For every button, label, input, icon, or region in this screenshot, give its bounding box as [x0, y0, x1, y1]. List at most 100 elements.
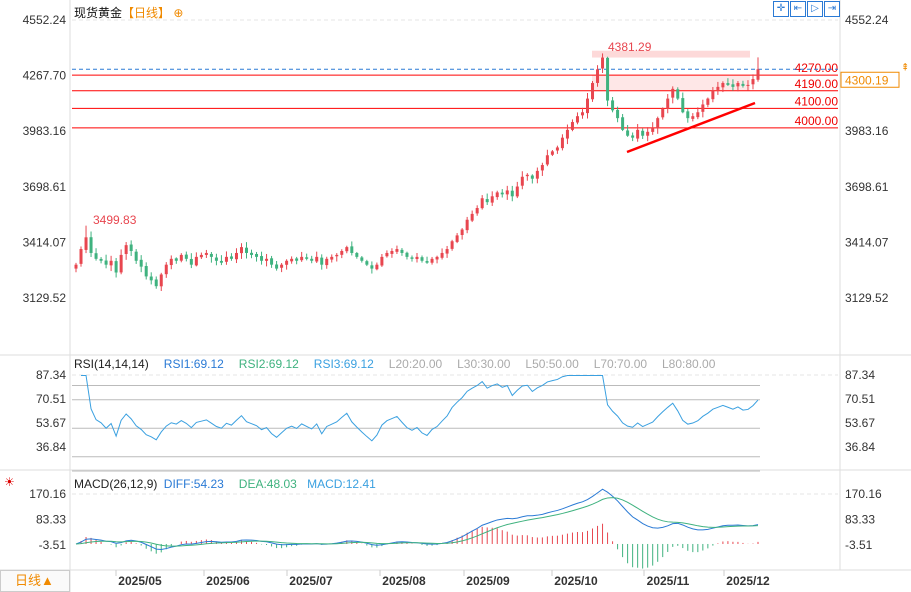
indicator-settings-icon[interactable]: ☀	[4, 475, 15, 489]
current-price-arrow-icon: ⇞	[901, 62, 909, 73]
candle	[525, 173, 529, 181]
candle-body	[179, 254, 183, 261]
candle	[194, 252, 198, 267]
candle-body	[214, 257, 218, 261]
right-price-tick: 3129.52	[845, 291, 889, 305]
candle	[79, 246, 83, 267]
candle	[255, 251, 259, 262]
candle-body	[255, 253, 259, 257]
candle	[455, 233, 459, 244]
candle-body	[94, 253, 98, 259]
candle	[450, 239, 454, 251]
candle-body	[570, 122, 574, 130]
candle-body	[586, 98, 589, 114]
candle	[325, 256, 329, 269]
candle	[285, 259, 289, 270]
candle	[510, 185, 514, 202]
goto-latest-icon[interactable]: ⇥	[824, 1, 840, 17]
candle-body	[305, 257, 309, 259]
macd-left-tick: 170.16	[29, 487, 66, 501]
candle	[736, 81, 740, 92]
candle-body	[495, 192, 499, 198]
candle-body	[631, 135, 635, 138]
candle-body	[510, 190, 514, 197]
rsi-legend: RSI2:69.12	[239, 357, 299, 371]
candle	[350, 241, 354, 256]
candle-body	[420, 257, 424, 261]
candle	[375, 262, 379, 271]
candle	[280, 263, 284, 273]
candle	[661, 107, 665, 120]
candle	[390, 248, 394, 258]
crosshair-plus-icon[interactable]: ⊕	[173, 6, 184, 20]
trend-line	[626, 101, 756, 154]
candle-body	[219, 260, 223, 263]
candle	[380, 253, 384, 267]
candle-body	[641, 130, 645, 136]
candle-body	[74, 264, 78, 269]
x-axis-label: 2025/09	[466, 574, 510, 588]
candle-body	[239, 247, 243, 254]
period-label[interactable]: 【日线】	[122, 6, 171, 20]
candle	[696, 107, 700, 120]
candle	[731, 79, 735, 91]
candle	[691, 113, 695, 122]
candle-body	[199, 254, 203, 258]
candle-body	[691, 116, 695, 119]
candle	[555, 145, 559, 154]
candle-body	[174, 258, 178, 261]
candle-body	[285, 260, 289, 265]
candle	[265, 253, 269, 267]
high-annotation: 4381.29	[608, 40, 652, 54]
candle	[209, 251, 213, 263]
rsi-legend: RSI3:69.12	[314, 357, 374, 371]
candle-body	[260, 256, 264, 261]
candle	[545, 149, 549, 167]
candle	[355, 251, 359, 259]
candle	[290, 256, 294, 264]
candle	[666, 94, 670, 114]
candle	[410, 255, 414, 262]
macd-diff-line	[75, 488, 759, 550]
candle	[706, 97, 710, 108]
macd-right-tick: 170.16	[845, 487, 882, 501]
candle	[721, 81, 725, 93]
crosshair-icon[interactable]: ✛	[773, 1, 789, 17]
left-price-tick: 3414.07	[23, 235, 67, 249]
candle	[139, 255, 143, 273]
candle-body	[385, 252, 389, 257]
zoom-range-icon[interactable]: ⇤	[790, 1, 806, 17]
resistance-zone	[592, 50, 750, 58]
candle-body	[310, 258, 314, 261]
candle	[149, 272, 153, 285]
candle-body	[270, 258, 274, 265]
rsi-left-tick: 87.34	[36, 368, 66, 382]
macd-legend: DEA:48.03	[239, 477, 297, 491]
candle	[159, 272, 163, 292]
candle	[119, 249, 123, 275]
period-button[interactable]: 日线▲	[0, 570, 70, 592]
candle	[746, 80, 750, 91]
candle	[550, 149, 554, 157]
candle	[144, 262, 148, 280]
current-price-label: 4300.19	[845, 73, 889, 87]
candle	[250, 249, 254, 259]
candle-body	[355, 253, 359, 257]
candle-body	[265, 258, 269, 261]
candle-body	[119, 254, 123, 273]
candle	[530, 174, 534, 184]
candle-body	[194, 256, 198, 266]
right-price-tick: 4552.24	[845, 13, 889, 27]
candle	[94, 248, 98, 261]
candle-body	[204, 252, 208, 255]
candle-body	[530, 175, 534, 179]
macd-title: MACD(26,12,9)	[74, 477, 157, 491]
candle	[565, 124, 569, 145]
candle	[425, 256, 429, 264]
candle-body	[500, 192, 504, 195]
play-range-icon[interactable]: ▷	[807, 1, 823, 17]
x-axis-label: 2025/06	[206, 574, 250, 588]
x-axis-label: 2025/11	[647, 574, 690, 588]
